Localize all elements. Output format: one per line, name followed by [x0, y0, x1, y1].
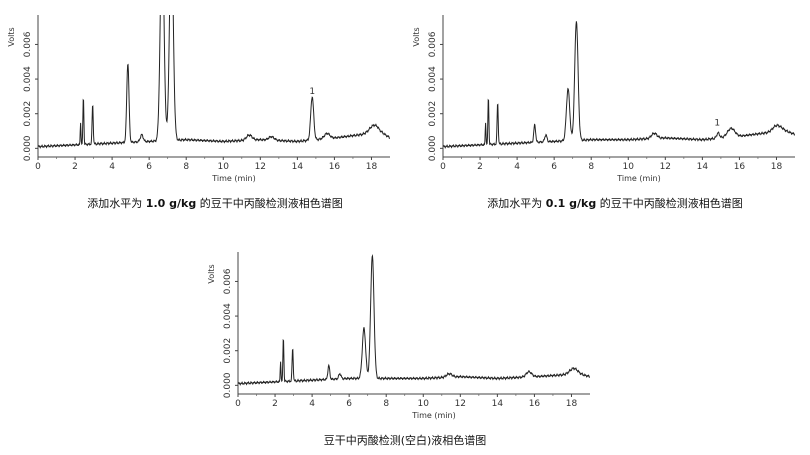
x-tick-label: 14: [492, 399, 504, 409]
y-axis-label: Volts: [7, 27, 16, 46]
y-tick-label: 0.006: [23, 31, 33, 57]
y-tick-label: 0.000: [23, 135, 33, 161]
x-tick-label: 4: [309, 399, 315, 409]
caption-0-1-gkg: 添加水平为 0.1 g/kg 的豆干中丙酸检测液相色谱图: [460, 195, 770, 211]
x-tick-label: 2: [272, 399, 278, 409]
x-tick-label: 6: [551, 162, 557, 172]
y-tick-label: 0.000: [428, 135, 438, 161]
caption-text: 豆干中丙酸检测(空白)液相色谱图: [323, 434, 487, 447]
axes: 0 2 4 6 8 10 12 14 16 18 0.000 0.002 0.004 0.006 Time …: [412, 15, 795, 183]
y-axis-label: Volts: [412, 27, 421, 46]
x-tick-label: 4: [514, 162, 520, 172]
caption-text: 的豆干中丙酸检测液相色谱图: [596, 197, 743, 210]
x-tick-label: 16: [529, 399, 541, 409]
peak-label: 1: [309, 87, 315, 97]
x-tick-label: 8: [383, 399, 389, 409]
axes: 0 2 4 6 8 10 12 14 16 18 0.000 0.002 0.004 0.006 Time …: [7, 15, 390, 183]
y-tick-label: 0.002: [223, 338, 233, 364]
x-axis-label: Time (min): [616, 174, 660, 183]
axes: 0 2 4 6 8 10 12 14 16 18 0.000 0.002 0.004 0.006 Time …: [207, 252, 590, 420]
y-tick-label: 0.006: [223, 268, 233, 294]
x-tick-label: 18: [566, 399, 578, 409]
x-tick-label: 18: [771, 162, 783, 172]
chromatogram-trace: [38, 15, 390, 149]
chromatogram-1-0-gkg: 0 2 4 6 8 10 12 14 16 18 0.000 0.002 0.004 0.006 Time …: [0, 5, 400, 190]
y-axis-label: Volts: [207, 264, 216, 283]
caption-level-value: 1.0 g/kg: [145, 197, 197, 210]
x-tick-label: 14: [292, 162, 304, 172]
chromatogram-trace: [238, 254, 590, 386]
x-tick-label: 0: [440, 162, 446, 172]
caption-text: 的豆干中丙酸检测液相色谱图: [196, 197, 343, 210]
chromatogram-0-1-gkg-plot: 0 2 4 6 8 10 12 14 16 18 0.000 0.002 0.004 0.006 Time …: [412, 15, 795, 183]
x-axis-label: Time (min): [411, 411, 455, 420]
x-axis-label: Time (min): [211, 174, 255, 183]
x-tick-label: 14: [697, 162, 709, 172]
x-tick-label: 10: [218, 162, 230, 172]
x-tick-label: 12: [255, 162, 266, 172]
y-tick-label: 0.004: [428, 66, 438, 92]
x-tick-label: 4: [109, 162, 115, 172]
caption-text: 添加水平为: [87, 197, 146, 210]
chromatogram-blank: 0 2 4 6 8 10 12 14 16 18 0.000 0.002 0.004 0.006 Time …: [200, 242, 600, 427]
chromatogram-blank-plot: 0 2 4 6 8 10 12 14 16 18 0.000 0.002 0.004 0.006 Time …: [207, 252, 590, 420]
peak-label: 1: [714, 118, 720, 128]
x-tick-label: 0: [35, 162, 41, 172]
x-tick-label: 8: [183, 162, 189, 172]
chromatogram-0-1-gkg: 0 2 4 6 8 10 12 14 16 18 0.000 0.002 0.004 0.006 Time …: [405, 5, 805, 190]
y-tick-label: 0.006: [428, 31, 438, 57]
y-tick-label: 0.000: [223, 372, 233, 398]
chromatogram-trace: [443, 21, 795, 149]
x-tick-label: 8: [588, 162, 594, 172]
y-tick-label: 0.002: [23, 101, 33, 127]
x-tick-label: 2: [477, 162, 483, 172]
caption-level-value: 0.1 g/kg: [545, 197, 597, 210]
caption-blank: 豆干中丙酸检测(空白)液相色谱图: [250, 432, 560, 448]
x-tick-label: 6: [146, 162, 152, 172]
x-tick-label: 18: [366, 162, 378, 172]
x-tick-label: 16: [329, 162, 341, 172]
x-tick-label: 6: [346, 399, 352, 409]
caption-1-0-gkg: 添加水平为 1.0 g/kg 的豆干中丙酸检测液相色谱图: [60, 195, 370, 211]
y-tick-label: 0.004: [223, 303, 233, 329]
x-tick-label: 0: [235, 399, 241, 409]
x-tick-label: 16: [734, 162, 746, 172]
x-tick-label: 10: [418, 399, 430, 409]
chromatogram-1-0-gkg-plot: 0 2 4 6 8 10 12 14 16 18 0.000 0.002 0.004 0.006 Time …: [7, 15, 390, 183]
caption-text: 添加水平为: [487, 197, 546, 210]
x-tick-label: 12: [455, 399, 466, 409]
x-tick-label: 2: [72, 162, 78, 172]
y-tick-label: 0.004: [23, 66, 33, 92]
x-tick-label: 12: [660, 162, 671, 172]
y-tick-label: 0.002: [428, 101, 438, 127]
x-tick-label: 10: [623, 162, 635, 172]
